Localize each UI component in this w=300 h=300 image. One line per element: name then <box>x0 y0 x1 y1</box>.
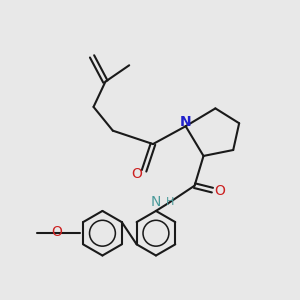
Text: N: N <box>180 115 191 129</box>
Text: O: O <box>214 184 225 198</box>
Text: N: N <box>151 195 161 209</box>
Text: O: O <box>51 225 62 239</box>
Text: O: O <box>131 167 142 181</box>
Text: H: H <box>166 197 175 207</box>
